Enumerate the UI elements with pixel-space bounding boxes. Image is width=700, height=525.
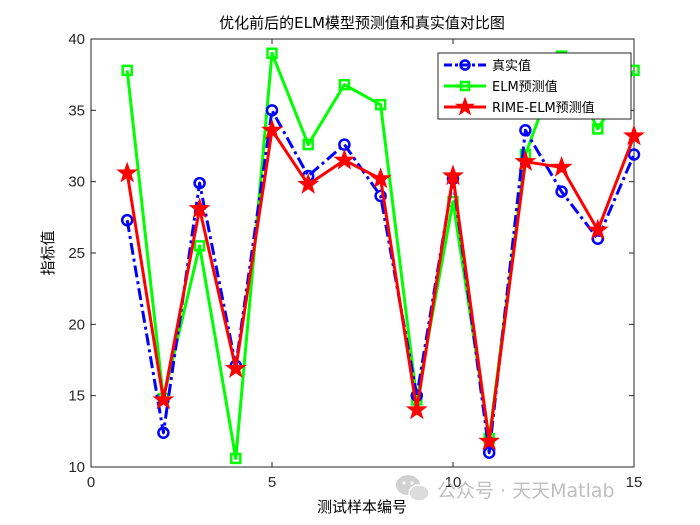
data-point [120,213,134,227]
y-tick-label: 15 [68,388,85,405]
watermark: 公众号 · 天天Matlab [396,475,615,502]
data-point [265,104,279,117]
chart-title: 优化前后的ELM模型预测值和真实值对比图 [219,14,505,32]
data-point [374,189,387,203]
y-tick-label: 30 [68,174,85,191]
data-point [224,357,247,378]
data-point [116,161,139,183]
series-line [125,108,636,455]
x-tick-label: 10 [445,474,462,491]
x-tick-label: 0 [87,474,95,491]
legend-entry: ELM预测值 [444,79,558,95]
data-point [266,47,278,60]
data-point [555,185,568,198]
x-tick-label: 15 [626,474,643,491]
data-point [482,446,496,459]
data-point [519,124,532,137]
data-point [302,138,314,151]
watermark-text: 公众号 · 天天Matlab [437,480,615,502]
y-axis: 10 15 20 25 30 35 40 [68,31,634,476]
y-axis-title: 指标值 [39,230,57,275]
legend-entry: 真实值 [444,58,531,74]
data-point [369,167,392,189]
legend-label: RIME-ELM预测值 [492,100,595,116]
data-point [592,123,604,135]
y-tick-label: 20 [68,316,85,333]
wechat-icon [396,475,430,502]
y-tick-label: 40 [68,31,85,48]
y-tick-label: 25 [68,245,85,262]
data-point [188,197,211,219]
x-tick-label: 5 [268,474,276,491]
data-point [514,150,537,172]
data-point [586,218,609,240]
data-point [338,78,351,91]
legend-marker [459,59,471,71]
data-point [550,155,573,177]
data-point [297,172,320,194]
data-point [374,98,387,111]
data-point [152,388,175,410]
x-axis: 0 5 10 15 [87,39,643,491]
legend-entry: RIME-ELM预测值 [444,96,595,116]
y-tick-label: 10 [68,459,85,476]
data-point [193,176,206,190]
legend-label: ELM预测值 [492,79,558,95]
legend-marker [459,80,471,92]
data-point [333,148,356,170]
data-point [261,118,283,140]
legend: 真实值 ELM预测值 RIME-ELM预测值 [437,52,632,120]
data-point [478,429,501,451]
data-point [627,148,641,161]
x-axis-title: 测试样本编号 [317,498,407,516]
series-2 [116,118,645,451]
data-point [442,164,464,186]
data-point [121,64,133,77]
legend-label: 真实值 [492,58,531,74]
data-point [405,398,428,420]
data-point [623,124,645,146]
data-point [193,240,206,252]
data-point [230,452,242,465]
data-point [157,426,170,440]
y-tick-label: 35 [68,102,85,119]
legend-marker [454,96,476,116]
